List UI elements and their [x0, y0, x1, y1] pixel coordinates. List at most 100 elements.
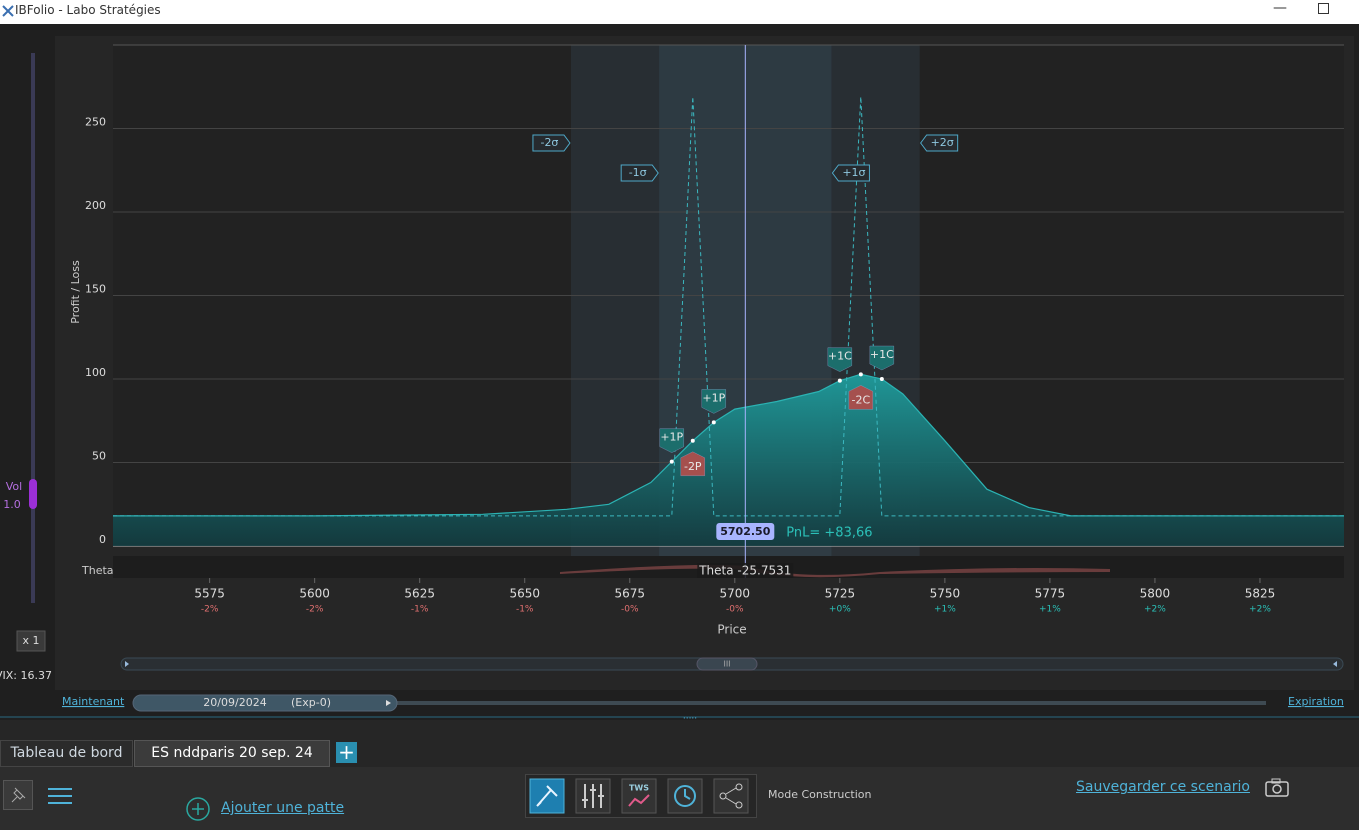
window-title: IBFolio - Labo Stratégies [15, 3, 161, 17]
y-tick-label: 200 [85, 199, 106, 212]
x-tick-percent: +2% [1144, 605, 1166, 615]
timeline-arrow [386, 700, 391, 706]
pnl-area [113, 374, 1344, 546]
leg-point [879, 377, 884, 381]
y-axis-label: Profit / Loss [69, 260, 82, 324]
tws-label: TWS [629, 784, 649, 793]
leg-label: +1P [702, 391, 725, 404]
theta-label: Theta [81, 564, 114, 577]
chart-panel: Theta Profit / Loss Price III Vol 1.0 x … [0, 44, 1359, 721]
mode-toolbar: TWS [525, 774, 757, 818]
tab-bar: Tableau de bord ES nddparis 20 sep. 24 + [0, 720, 1359, 767]
x-tick-percent: -1% [516, 605, 534, 615]
y-tick-label: 50 [92, 450, 106, 463]
tab-active[interactable]: ES nddparis 20 sep. 24 [134, 740, 330, 767]
leg-tag [827, 347, 852, 372]
add-tab-button[interactable]: + [336, 742, 357, 763]
timeline-end[interactable]: Expiration [1288, 695, 1344, 708]
vol-slider-thumb[interactable] [29, 479, 37, 509]
x-tick-percent: -2% [201, 605, 219, 615]
tab[interactable]: Tableau de bord [0, 740, 133, 767]
title-bar: IBFolio - Labo Stratégies — [0, 0, 1359, 24]
timeline-expiry: (Exp-0) [291, 696, 331, 709]
pnl-label: PnL= +83,66 [786, 526, 872, 541]
minimize-button[interactable]: — [1273, 0, 1287, 16]
y-tick-label: 150 [85, 283, 106, 296]
screenshot-button[interactable] [1264, 778, 1290, 798]
leg-tag [869, 345, 894, 371]
x-tick-label: 5725 [825, 587, 856, 601]
menu-button[interactable] [47, 787, 73, 805]
x-axis-label: Price [717, 623, 746, 637]
x-tick-label: 5700 [720, 587, 751, 601]
x-tick-percent: +0% [829, 605, 851, 615]
y-tick-label: 0 [99, 533, 106, 546]
x-tick-label: 5825 [1245, 587, 1276, 601]
add-leg-icon[interactable] [185, 796, 211, 822]
sigma-label: +2σ [931, 136, 954, 149]
leg-label: -2C [852, 393, 871, 406]
x-tick-percent: +2% [1249, 605, 1271, 615]
theta-value: Theta -25.7531 [698, 564, 791, 578]
sigma-label: -1σ [629, 166, 647, 179]
x-tick-percent: -1% [411, 605, 429, 615]
scrollbar-grip: III [723, 660, 730, 669]
leg-point [711, 420, 716, 425]
sigma-tag [831, 164, 870, 182]
leg-point [858, 372, 863, 377]
x-tick-label: 5775 [1035, 587, 1066, 601]
app-icon [2, 5, 14, 17]
pin-button[interactable] [3, 780, 33, 810]
tws-button[interactable] [621, 778, 657, 814]
add-leg-link[interactable]: Ajouter une patte [221, 800, 345, 816]
vol-value: 1.0 [3, 498, 21, 511]
leg-point [690, 438, 695, 443]
leg-label: -2P [684, 460, 702, 473]
x-tick-label: 5625 [404, 587, 435, 601]
x-tick-percent: +1% [1039, 605, 1061, 615]
zoom-label: x 1 [22, 634, 39, 647]
x-tick-label: 5600 [299, 587, 330, 601]
sigma-tag [620, 164, 659, 182]
timeline-thumb[interactable] [132, 694, 398, 712]
timeline-start[interactable]: Maintenant [62, 695, 125, 708]
x-tick-label: 5750 [930, 587, 961, 601]
x-tick-percent: -0% [726, 605, 744, 615]
leg-point [837, 378, 842, 383]
x-tick-percent: -2% [306, 605, 324, 615]
bottom-bar: Ajouter une patte TWS Mode Construction … [0, 767, 1359, 830]
leg-tag [848, 385, 873, 410]
save-scenario-link[interactable]: Sauvegarder ce scenario [1076, 779, 1250, 795]
x-tick-label: 5675 [614, 587, 645, 601]
leg-label: +1P [660, 431, 683, 444]
y-tick-label: 250 [85, 116, 106, 129]
timeline-date: 20/09/2024 [203, 696, 266, 709]
leg-tag [701, 389, 726, 414]
leg-tag [659, 428, 684, 453]
maximize-button[interactable] [1318, 3, 1329, 14]
vix-label: VIX: 16.37 [0, 669, 52, 682]
price-tag [716, 523, 775, 540]
x-tick-label: 5650 [509, 587, 540, 601]
x-tick-label: 5800 [1140, 587, 1171, 601]
sigma-label: +1σ [842, 166, 865, 179]
vol-label: Vol [6, 480, 22, 493]
share-button[interactable] [713, 778, 749, 814]
splitter-grip: ..... [683, 712, 697, 721]
sigma-label: -2σ [540, 136, 558, 149]
pnl-line [113, 373, 1344, 517]
leg-point [669, 459, 674, 464]
sigma-tag [920, 134, 959, 152]
price-tag-label: 5702.50 [720, 525, 770, 538]
x-tick-label: 5575 [194, 587, 225, 601]
sigma-tag [532, 134, 571, 152]
mode-label: Mode Construction [768, 788, 872, 801]
scrollbar-thumb[interactable] [696, 657, 758, 671]
x-tick-percent: -0% [621, 605, 639, 615]
theta-value-box [697, 563, 794, 578]
zoom-button[interactable] [16, 630, 46, 652]
leg-tag [680, 451, 705, 476]
x-tick-percent: +1% [934, 605, 956, 615]
leg-label: +1C [870, 348, 894, 361]
